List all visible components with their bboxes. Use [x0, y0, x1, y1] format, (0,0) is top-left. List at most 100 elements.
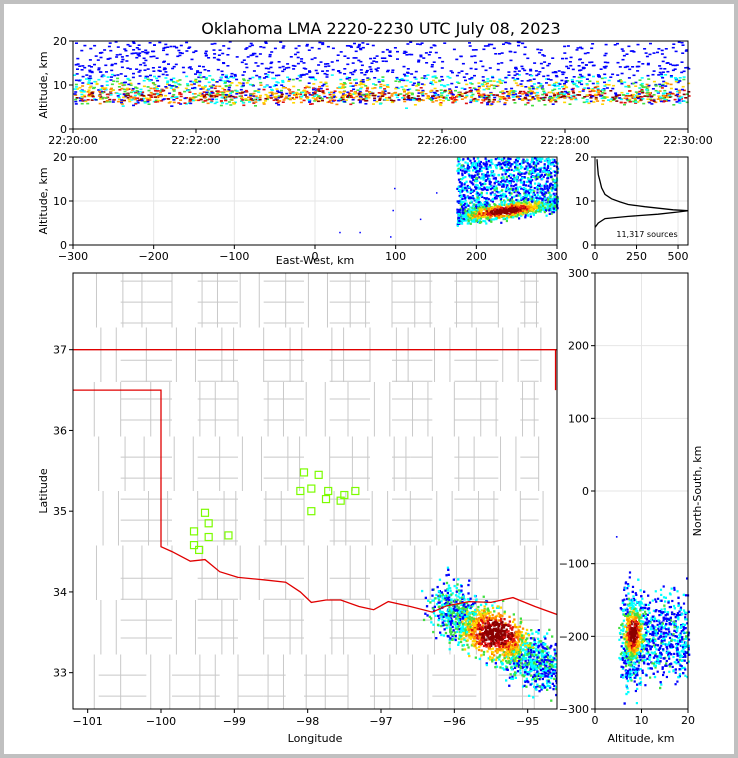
altitude-time-source [82, 94, 86, 97]
altitude-time-source [158, 41, 162, 44]
altitude-time-source [331, 99, 335, 101]
altitude-time-source [468, 90, 472, 93]
altitude-time-source [379, 83, 383, 86]
altitude-time-source [510, 87, 514, 90]
altitude-eastwest-source [535, 160, 538, 163]
altitude-time-source [191, 99, 195, 102]
altitude-time-source [114, 41, 118, 43]
altitude-eastwest-source [474, 213, 477, 216]
altitude-time-source [119, 73, 123, 75]
altitude-eastwest-source [482, 206, 485, 209]
altitude-time-source [656, 51, 659, 54]
altitude-time-source [481, 79, 485, 82]
altitude-eastwest-source [474, 165, 478, 168]
altitude-time-source [539, 62, 543, 65]
altitude-time-source [566, 95, 570, 98]
altitude-time-source [511, 77, 515, 79]
altitude-time-source [307, 82, 311, 84]
altitude-time-source [312, 77, 316, 80]
altitude-time-source [587, 102, 591, 105]
altitude-time-source [421, 94, 425, 97]
altitude-time-source [213, 94, 217, 97]
altitude-time-source [307, 92, 311, 94]
altitude-time-source [303, 87, 307, 89]
altitude-eastwest-source [478, 201, 481, 204]
altitude-time-source [468, 87, 472, 89]
altitude-time-source [632, 74, 636, 77]
altitude-time-source [561, 73, 565, 76]
altitude-eastwest-source [465, 189, 469, 192]
altitude-time-source [603, 81, 606, 84]
altitude-time-source [312, 95, 316, 98]
altitude-time-source [513, 51, 517, 54]
altitude-time-source [627, 77, 631, 79]
altitude-time-source [529, 69, 533, 72]
altitude-eastwest-source [469, 166, 473, 169]
altitude-time-source [99, 88, 103, 91]
altitude-time-source [501, 90, 505, 92]
altitude-time-source [98, 98, 102, 100]
altitude-eastwest-source [541, 204, 544, 207]
altitude-eastwest-source [531, 195, 534, 198]
altitude-time-source [395, 76, 399, 79]
altitude-time-source [237, 81, 241, 84]
altitude-time-source [447, 92, 451, 95]
altitude-eastwest-source [508, 161, 511, 164]
altitude-eastwest-source [520, 209, 523, 212]
altitude-eastwest-source [531, 189, 535, 192]
altitude-time-source [645, 87, 649, 90]
altitude-eastwest-source [493, 193, 496, 196]
altitude-eastwest-source [548, 193, 552, 196]
altitude-time-source [246, 99, 250, 101]
altitude-time-source [410, 92, 414, 95]
altitude-time-source [172, 81, 175, 83]
altitude-time-source [88, 70, 92, 73]
altitude-time-source [426, 74, 430, 76]
altitude-eastwest-source [527, 208, 530, 211]
altitude-time-source [120, 99, 124, 101]
altitude-eastwest-source [458, 213, 461, 216]
altitude-time-source [258, 53, 262, 55]
altitude-time-source [572, 95, 576, 98]
altitude-time-source [578, 94, 582, 96]
altitude-time-source [225, 102, 229, 105]
altitude-time-source [268, 53, 272, 56]
altitude-time-source [661, 92, 665, 95]
altitude-time-source [397, 99, 401, 101]
altitude-eastwest-source [470, 200, 473, 203]
altitude-time-source [643, 95, 647, 97]
altitude-eastwest-source [547, 177, 550, 180]
altitude-eastwest-source [523, 194, 526, 197]
altitude-eastwest-source [512, 200, 515, 203]
altitude-time-source [229, 94, 233, 97]
altitude-time-source [145, 52, 149, 55]
altitude-time-source [319, 81, 323, 84]
altitude-eastwest-source [529, 184, 532, 187]
altitude-eastwest-source [554, 186, 557, 189]
altitude-time-source [438, 99, 442, 101]
altitude-time-source [563, 84, 567, 87]
altitude-eastwest-source [523, 180, 526, 183]
altitude-time-source [359, 83, 363, 85]
altitude-time-source [592, 101, 596, 103]
altitude-eastwest-source [459, 196, 462, 199]
altitude-time-source [491, 76, 495, 79]
altitude-time-source [440, 67, 444, 69]
altitude-eastwest-source [483, 201, 486, 204]
altitude-time-source [357, 92, 361, 95]
altitude-time-source [536, 48, 540, 51]
altitude-eastwest-source [518, 206, 522, 209]
altitude-eastwest-source [467, 213, 470, 216]
altitude-time-source [114, 62, 118, 65]
altitude-eastwest-source [514, 210, 517, 213]
altitude-time-source [560, 71, 564, 73]
altitude-time-source [596, 82, 600, 85]
altitude-time-source [510, 91, 514, 94]
altitude-eastwest-source [508, 206, 511, 209]
altitude-time-source [388, 96, 391, 99]
altitude-time-source [528, 79, 532, 81]
altitude-time-source [543, 96, 547, 99]
altitude-time-source [641, 86, 645, 89]
altitude-time-source [268, 91, 272, 94]
